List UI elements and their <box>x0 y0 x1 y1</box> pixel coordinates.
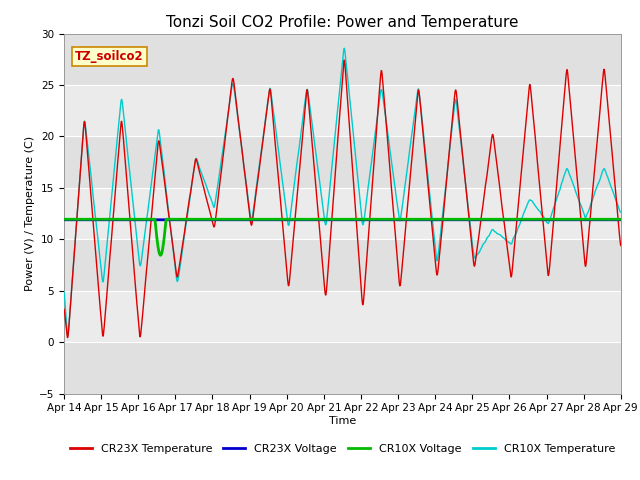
Bar <box>64 136 621 188</box>
X-axis label: Time: Time <box>329 416 356 426</box>
Bar <box>64 291 621 342</box>
Legend: CR23X Temperature, CR23X Voltage, CR10X Voltage, CR10X Temperature: CR23X Temperature, CR23X Voltage, CR10X … <box>65 439 620 458</box>
Title: Tonzi Soil CO2 Profile: Power and Temperature: Tonzi Soil CO2 Profile: Power and Temper… <box>166 15 518 30</box>
Bar <box>64 85 621 136</box>
Y-axis label: Power (V) / Temperature (C): Power (V) / Temperature (C) <box>25 136 35 291</box>
Bar <box>64 34 621 85</box>
Bar <box>64 240 621 291</box>
Text: TZ_soilco2: TZ_soilco2 <box>75 50 144 63</box>
Bar <box>64 342 621 394</box>
Bar <box>64 188 621 240</box>
